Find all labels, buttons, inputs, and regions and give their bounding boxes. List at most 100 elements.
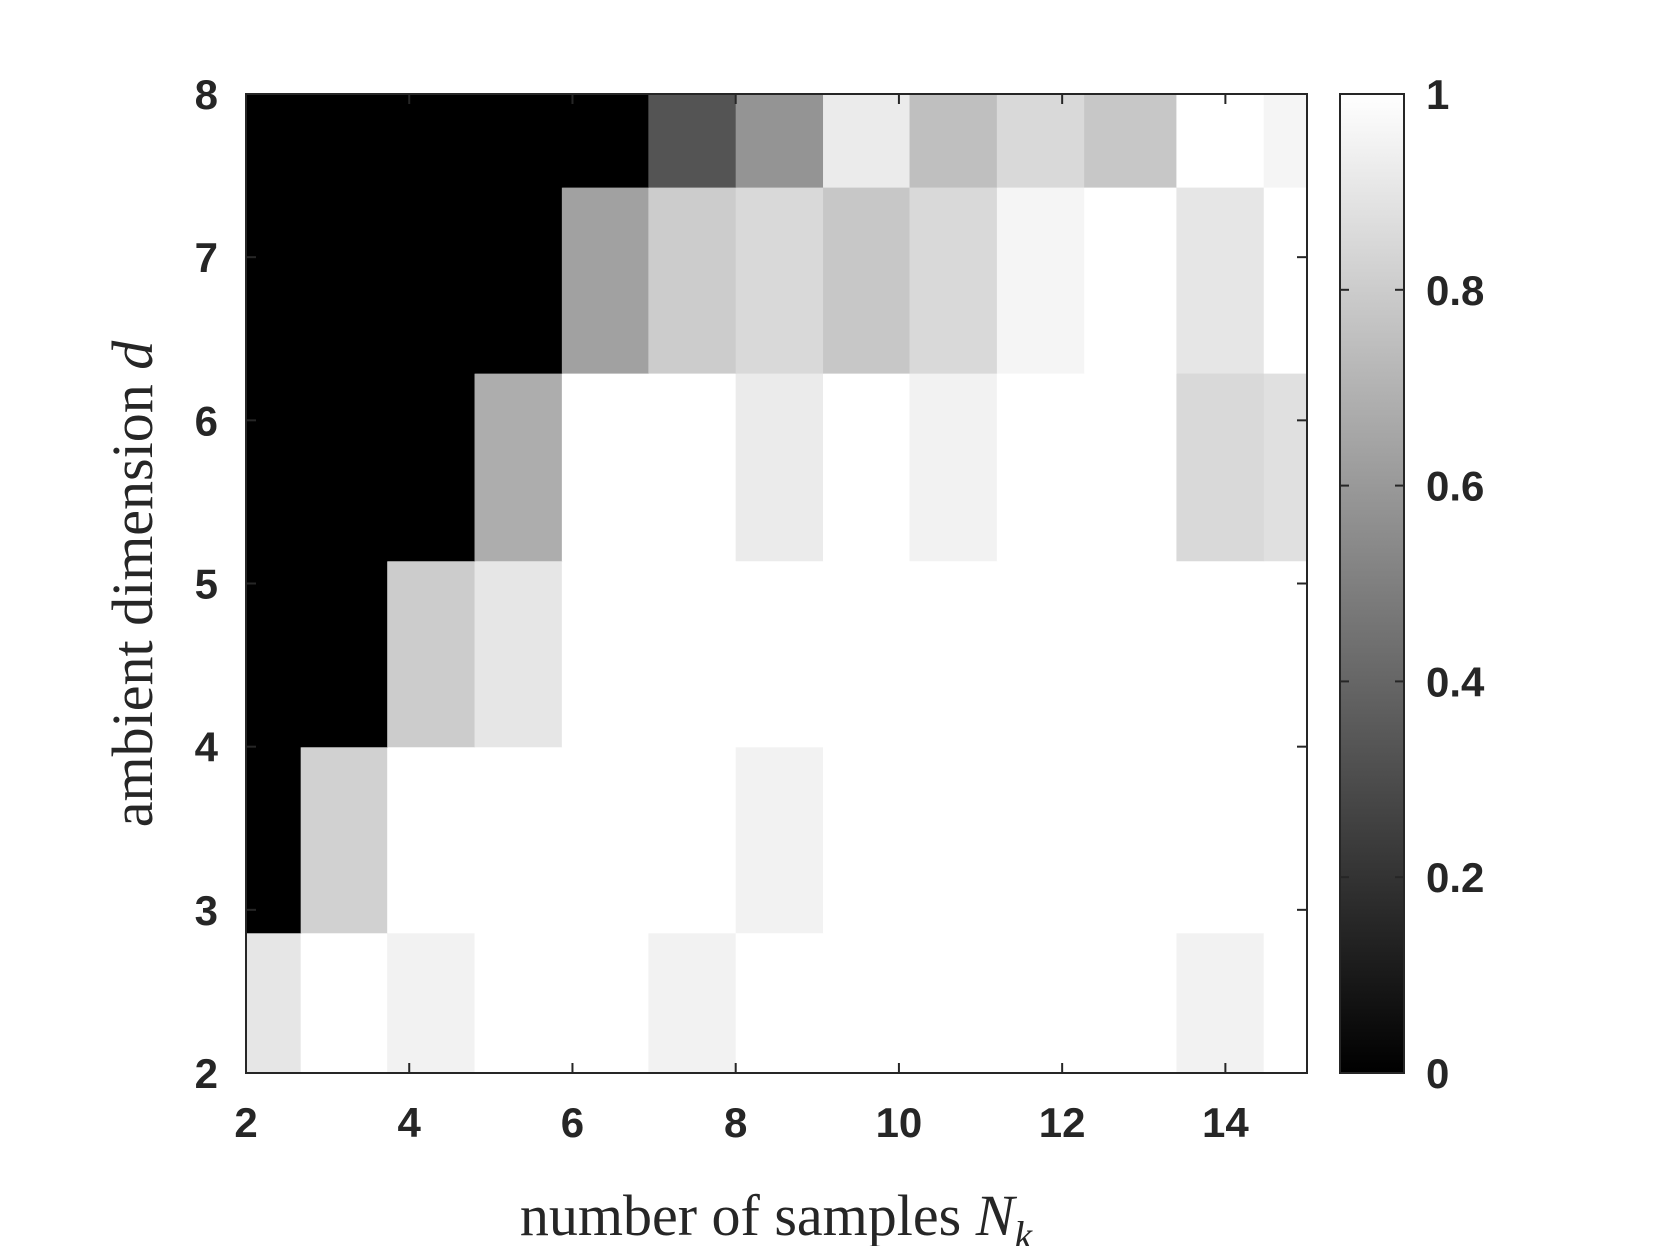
heatmap-cell [561, 94, 649, 188]
x-tick-label: 10 [876, 1099, 923, 1146]
heatmap-cell [1176, 746, 1265, 934]
heatmap-cell [648, 560, 737, 748]
heatmap-cell [1263, 373, 1308, 562]
heatmap-cell [735, 94, 824, 188]
heatmap-cell [1263, 560, 1308, 748]
heatmap-cell [909, 560, 998, 748]
heatmap-cell [996, 560, 1085, 748]
heatmap-cell [735, 560, 824, 748]
y-tick-label: 5 [195, 561, 218, 608]
heatmap-cell [1176, 373, 1265, 562]
heatmap-cell [246, 187, 302, 374]
heatmap-cell [996, 746, 1085, 934]
heatmap-cell [823, 373, 911, 562]
heatmap-cell [1176, 932, 1265, 1074]
heatmap-cell [648, 187, 737, 374]
x-tick-label: 4 [398, 1099, 422, 1146]
y-tick-label: 2 [195, 1050, 218, 1097]
heatmap-cell [474, 94, 563, 188]
heatmap-cell [1176, 560, 1265, 748]
heatmap-cell [246, 373, 302, 562]
x-tick-labels: 2 4 6 8 10 12 14 [234, 1099, 1249, 1146]
heatmap-cell [474, 560, 563, 748]
heatmap-cell [387, 373, 476, 562]
heatmap-cell [474, 373, 563, 562]
heatmap-cell [246, 932, 302, 1074]
x-tick-label: 14 [1202, 1099, 1249, 1146]
heatmap-cell [387, 932, 476, 1074]
heatmap-cell [996, 187, 1085, 374]
heatmap-cell [1084, 932, 1178, 1074]
colorbar-tick-label: 1 [1426, 71, 1449, 118]
heatmap-cell [387, 560, 476, 748]
heatmap-cell [1176, 187, 1265, 374]
heatmap-cell [909, 932, 998, 1074]
heatmap-cell [561, 187, 649, 374]
heatmap-cell [1084, 560, 1178, 748]
x-tick-label: 12 [1039, 1099, 1086, 1146]
heatmap-cell [735, 746, 824, 934]
y-tick-label: 3 [195, 887, 218, 934]
x-tick-label: 2 [234, 1099, 257, 1146]
y-tick-label: 4 [195, 724, 219, 771]
heatmap-cell [996, 94, 1085, 188]
heatmap-cells [246, 94, 1308, 1074]
heatmap-cell [474, 932, 563, 1074]
heatmap-cell [909, 94, 998, 188]
heatmap-cell [474, 746, 563, 934]
heatmap-cell [823, 187, 911, 374]
heatmap-cell [300, 187, 388, 374]
colorbar-tick-label: 0.6 [1426, 463, 1484, 510]
heatmap-cell [300, 560, 388, 748]
heatmap-cell [1263, 746, 1308, 934]
heatmap-cell [909, 373, 998, 562]
heatmap-cell [823, 94, 911, 188]
y-tick-labels: 2 3 4 5 6 7 8 [195, 71, 219, 1097]
axis-ticks [245, 93, 1307, 1074]
heatmap-cell [823, 932, 911, 1074]
heatmap-cell [561, 373, 649, 562]
heatmap-cell [648, 932, 737, 1074]
heatmap-cell [246, 746, 302, 934]
heatmap-cell [300, 373, 388, 562]
heatmap-cell [909, 187, 998, 374]
heatmap-cell [909, 746, 998, 934]
colorbar-tick-label: 0.2 [1426, 854, 1484, 901]
heatmap-cell [1084, 373, 1178, 562]
heatmap-cell [300, 932, 388, 1074]
heatmap-cell [561, 746, 649, 934]
x-tick-label: 8 [724, 1099, 747, 1146]
x-tick-label: 6 [561, 1099, 584, 1146]
heatmap-cell [996, 373, 1085, 562]
heatmap-cell [735, 187, 824, 374]
heatmap-cell [648, 746, 737, 934]
heatmap-cell [735, 932, 824, 1074]
heatmap-cell [823, 560, 911, 748]
colorbar-tick-label: 0 [1426, 1050, 1449, 1097]
y-axis-title: ambient dimension d [100, 340, 165, 828]
colorbar-tick-label: 0.8 [1426, 267, 1484, 314]
heatmap-cell [1084, 187, 1178, 374]
heatmap-cell [561, 560, 649, 748]
colorbar-tick-label: 0.4 [1426, 658, 1485, 705]
heatmap-cell [561, 932, 649, 1074]
heatmap-cell [1263, 94, 1308, 188]
colorbar-ticks: 0 0.2 0.4 0.6 0.8 1 [1340, 71, 1485, 1097]
heatmap-cell [1176, 94, 1265, 188]
heatmap-cell [823, 746, 911, 934]
heatmap-cell [300, 94, 388, 188]
heatmap-cell [1263, 187, 1308, 374]
heatmap-cell [387, 746, 476, 934]
heatmap-cell [1084, 746, 1178, 934]
heatmap-cell [735, 373, 824, 562]
x-axis-title: number of samples Nk [520, 1183, 1034, 1246]
heatmap-cell [648, 373, 737, 562]
heatmap-cell [387, 187, 476, 374]
heatmap-cell [246, 94, 302, 188]
y-tick-label: 8 [195, 71, 218, 118]
heatmap-cell [246, 560, 302, 748]
y-tick-label: 6 [195, 397, 218, 444]
heatmap-cell [474, 187, 563, 374]
heatmap-cell [996, 932, 1085, 1074]
